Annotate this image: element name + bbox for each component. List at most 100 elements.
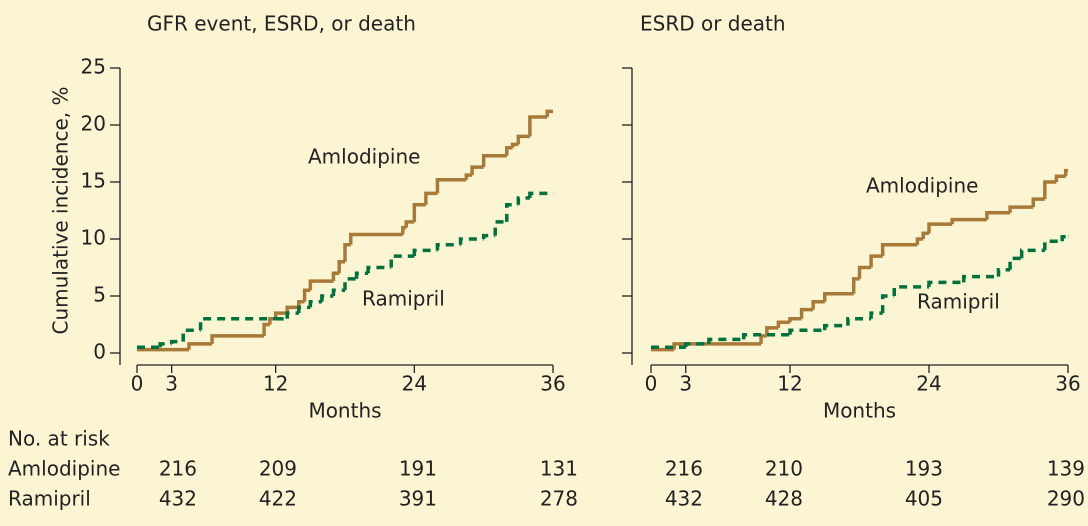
step-segment: [354, 271, 369, 279]
risk-count: 278: [540, 487, 578, 511]
risk-count: 432: [665, 487, 703, 511]
step-segment: [412, 248, 438, 257]
x-tick-label: 0: [131, 372, 144, 396]
risk-count: 131: [540, 457, 578, 481]
step-segment: [1043, 180, 1057, 200]
step-segment: [1008, 205, 1034, 213]
step-segment: [308, 299, 322, 308]
step-segment: [505, 203, 519, 222]
step-segment: [921, 231, 929, 239]
step-segment: [857, 265, 872, 279]
x-axis-label: Months: [823, 399, 896, 423]
step-segment: [481, 233, 496, 239]
step-segment: [435, 177, 467, 194]
series-label: Ramipril: [917, 290, 1000, 314]
step-segment: [869, 254, 883, 268]
step-segment: [285, 311, 299, 319]
x-tick-label: 0: [645, 372, 658, 396]
x-tick-label: 24: [402, 372, 427, 396]
step-segment: [320, 294, 334, 302]
x-tick-label: 36: [540, 372, 565, 396]
series-label: Ramipril: [362, 287, 445, 311]
risk-count: 290: [1047, 487, 1085, 511]
step-segment: [788, 317, 802, 323]
step-segment: [869, 311, 883, 319]
risk-count: 216: [159, 457, 197, 481]
step-segment: [985, 211, 1011, 220]
step-segment: [366, 265, 392, 274]
step-segment: [915, 237, 924, 245]
y-tick-label: 15: [81, 169, 106, 193]
step-segment: [349, 232, 403, 245]
step-segment: [684, 342, 709, 348]
step-segment: [187, 342, 213, 350]
step-segment: [846, 317, 872, 326]
step-segment: [927, 222, 953, 234]
step-segment: [528, 191, 553, 198]
step-segment: [516, 196, 530, 205]
step-segment: [1063, 168, 1068, 177]
step-segment: [210, 334, 265, 344]
step-segment: [262, 322, 270, 336]
step-segment: [308, 279, 334, 291]
risk-row-name: Ramipril: [8, 487, 91, 511]
step-segment: [799, 307, 814, 319]
risk-title: No. at risk: [8, 427, 110, 451]
risk-count: 405: [905, 487, 943, 511]
step-segment: [273, 311, 288, 319]
x-tick-label: 3: [679, 372, 692, 396]
risk-count: 422: [259, 487, 297, 511]
step-segment: [927, 280, 964, 287]
risk-count: 210: [765, 457, 803, 481]
series-label: Amlodipine: [866, 174, 978, 198]
y-tick-label: 10: [81, 226, 106, 250]
step-segment: [464, 173, 473, 180]
x-tick-label: 3: [165, 372, 178, 396]
risk-count: 209: [259, 457, 297, 481]
risk-count: 191: [399, 457, 437, 481]
step-segment: [435, 242, 461, 251]
step-segment: [510, 142, 519, 148]
risk-count: 432: [159, 487, 197, 511]
step-segment: [470, 165, 484, 176]
step-segment: [158, 342, 172, 348]
x-axis-label: Months: [308, 399, 381, 423]
step-segment: [331, 288, 345, 296]
step-segment: [950, 217, 987, 225]
y-tick-label: 25: [81, 55, 106, 79]
step-segment: [811, 299, 825, 310]
risk-row-name: Amlodipine: [8, 457, 120, 481]
step-segment: [198, 317, 276, 331]
risk-count: 391: [399, 487, 437, 511]
step-segment: [776, 320, 790, 328]
step-segment: [707, 337, 744, 344]
step-segment: [343, 242, 351, 262]
step-segment: [851, 277, 860, 294]
step-segment: [823, 291, 854, 302]
step-segment: [505, 146, 513, 156]
step-segment: [412, 203, 426, 222]
step-segment: [297, 299, 305, 308]
step-segment: [672, 342, 762, 350]
x-tick-label: 36: [1055, 372, 1080, 396]
step-segment: [516, 134, 530, 145]
step-segment: [424, 191, 438, 205]
step-segment: [765, 326, 779, 336]
step-segment: [389, 254, 415, 268]
chart-title: ESRD or death: [640, 12, 786, 36]
step-segment: [181, 328, 201, 342]
risk-count: 193: [905, 457, 943, 481]
step-segment: [343, 277, 357, 291]
y-axis-label: Cumulative incidence, %: [49, 87, 73, 335]
step-segment: [1060, 234, 1068, 242]
step-segment: [493, 220, 507, 236]
step-segment: [1031, 197, 1045, 208]
x-tick-label: 24: [916, 372, 941, 396]
step-segment: [169, 339, 184, 344]
step-segment: [528, 115, 548, 137]
y-tick-label: 0: [93, 340, 106, 364]
series-label: Amlodipine: [308, 145, 420, 169]
step-segment: [962, 274, 999, 283]
